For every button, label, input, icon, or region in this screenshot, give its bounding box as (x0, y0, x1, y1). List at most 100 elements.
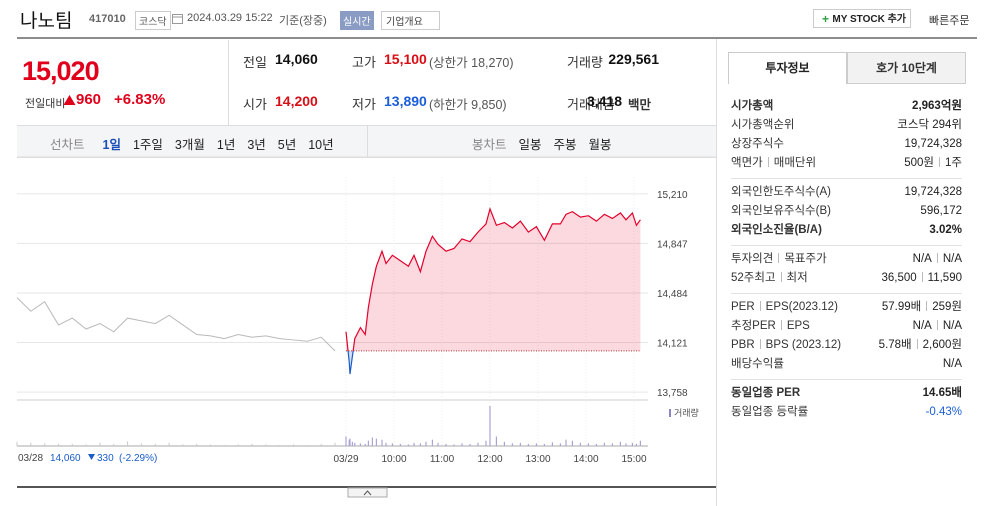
collapse-icon (363, 490, 372, 496)
period-option[interactable]: 1주일 (132, 138, 163, 152)
info-labels: 외국인소진율(B/A) (731, 221, 822, 240)
candle-option[interactable]: 주봉 (553, 138, 577, 152)
volume-bar (182, 444, 184, 446)
stock-code: 417010 (89, 13, 126, 25)
volume-bar (334, 442, 336, 446)
collapse-button[interactable] (347, 487, 388, 498)
info-value: N/A (942, 358, 962, 370)
info-labels: 시가총액 (731, 97, 773, 116)
volume-bar (348, 439, 350, 446)
info-label: 추정PER (731, 320, 776, 332)
info-labels: 외국인한도주식수(A) (731, 183, 831, 202)
volume-bar (381, 439, 383, 446)
info-values: 19,724,328 (904, 135, 962, 154)
volume-bar (413, 442, 415, 446)
volume-bar (431, 439, 433, 446)
summary-value: 15,100 (384, 51, 427, 67)
quick-order[interactable]: 빠른주문 (929, 15, 970, 27)
period-option[interactable]: 1년 (216, 138, 236, 152)
volume-bar (469, 443, 471, 446)
info-label: 시가총액 (731, 100, 774, 112)
my-stock-button[interactable]: + MY STOCK 추가 (813, 9, 911, 28)
period-option[interactable]: 10년 (308, 138, 334, 152)
info-group: 투자의견 목표주가 N/A N/A 52주최고 최저 36,500 11,590 (731, 245, 962, 293)
volume-bar (407, 444, 409, 446)
volume-bar (359, 443, 361, 446)
candle-option[interactable]: 월봉 (588, 138, 612, 152)
volume-bar (527, 443, 529, 446)
info-label: 동일업종 PER (731, 387, 801, 399)
period-option[interactable]: 3개월 (174, 138, 205, 152)
info-label: 52주최고 (731, 272, 776, 284)
volume-bar (635, 443, 637, 446)
info-value: 259원 (932, 301, 962, 313)
volume-bar (535, 443, 537, 446)
info-label: 목표주가 (784, 253, 827, 265)
volume-bar (320, 443, 322, 446)
info-labels: 추정PER EPS (731, 317, 810, 336)
volume-bar (489, 406, 491, 446)
x-tick-label: 15:00 (621, 454, 646, 465)
info-label: 시가총액순위 (731, 119, 795, 131)
info-values: 36,500 11,590 (881, 269, 962, 288)
volume-bar (127, 441, 129, 446)
price-line (345, 206, 641, 375)
down-triangle (88, 454, 95, 460)
volume-bar (543, 443, 545, 446)
market-badge: 코스닥 (135, 11, 171, 30)
info-values: N/A (943, 355, 962, 374)
info-tab[interactable]: 투자정보 (728, 52, 847, 84)
summary-value: 14,060 (275, 51, 318, 67)
y-tick-label: 14,847 (657, 239, 688, 250)
info-label: 외국인보유주식수(B) (731, 205, 831, 217)
candle-periods: 봉차트 일봉 주봉 월봉 (466, 134, 618, 153)
realtime-badge[interactable]: 실시간 (340, 11, 374, 30)
info-table: 시가총액 2,963억원 시가총액순위 코스닥 294위 상장주식수 19,724,328… (731, 93, 962, 427)
info-value: 36,500 (881, 272, 917, 284)
info-row: 투자의견 목표주가 N/A N/A (731, 250, 962, 269)
summary-value: 13,890 (384, 93, 427, 109)
candle-option[interactable]: 일봉 (518, 138, 542, 152)
info-label: 외국인소진율(B/A) (731, 224, 822, 236)
summary-label: 고가 (352, 55, 376, 70)
summary-value: 14,200 (275, 93, 318, 109)
period-option[interactable]: 1일 (102, 138, 121, 152)
info-value: 596,172 (920, 205, 962, 217)
separator (936, 253, 938, 263)
volume-bar (631, 442, 633, 446)
summary-value: 229,561 (608, 51, 659, 67)
prev-close: 14,060 (50, 453, 81, 464)
info-row: 외국인보유주식수(B) 596,172 (731, 202, 962, 221)
prev-change: 330 (97, 453, 114, 464)
separator (926, 301, 928, 311)
y-tick-label: 14,121 (657, 339, 688, 350)
summary-label: 거래량 (567, 55, 603, 70)
info-label: 배당수익률 (731, 358, 784, 370)
info-values: -0.43% (926, 403, 962, 422)
info-label: BPS (2023.12) (765, 339, 842, 351)
calendar-icon (172, 14, 183, 24)
info-label: PBR (731, 339, 755, 351)
line-chart-label: 선차트 (50, 138, 85, 152)
line-periods: 선차트 1일 1주일 3개월 1년 3년 5년 10년 (44, 134, 340, 153)
period-option[interactable]: 5년 (277, 138, 297, 152)
info-values: 500원 1주 (904, 154, 962, 173)
info-label: 투자의견 (731, 253, 774, 265)
volume-bar (437, 442, 439, 446)
intraday-chart: 거래량 03/28 14,060 330 (-2.29%) 15,210 14,8… (16, 156, 716, 498)
separator (759, 339, 761, 349)
volume-bar (565, 439, 567, 446)
y-tick-label: 15,210 (657, 190, 688, 201)
divider (367, 126, 368, 157)
info-tab[interactable]: 호가 10단계 (847, 52, 966, 84)
volume-bar (279, 444, 281, 446)
info-row: 배당수익률 N/A (731, 355, 962, 374)
summary-label: 거래대금 (567, 97, 615, 112)
info-group: 시가총액 2,963억원 시가총액순위 코스닥 294위 상장주식수 19,724,328… (731, 93, 962, 178)
company-info-button[interactable]: 기업개요 (381, 11, 440, 30)
period-option[interactable]: 3년 (247, 138, 266, 152)
stock-name: 나노팀 (20, 11, 73, 32)
volume-bar (196, 443, 198, 446)
info-label: 매매단위 (773, 157, 817, 169)
